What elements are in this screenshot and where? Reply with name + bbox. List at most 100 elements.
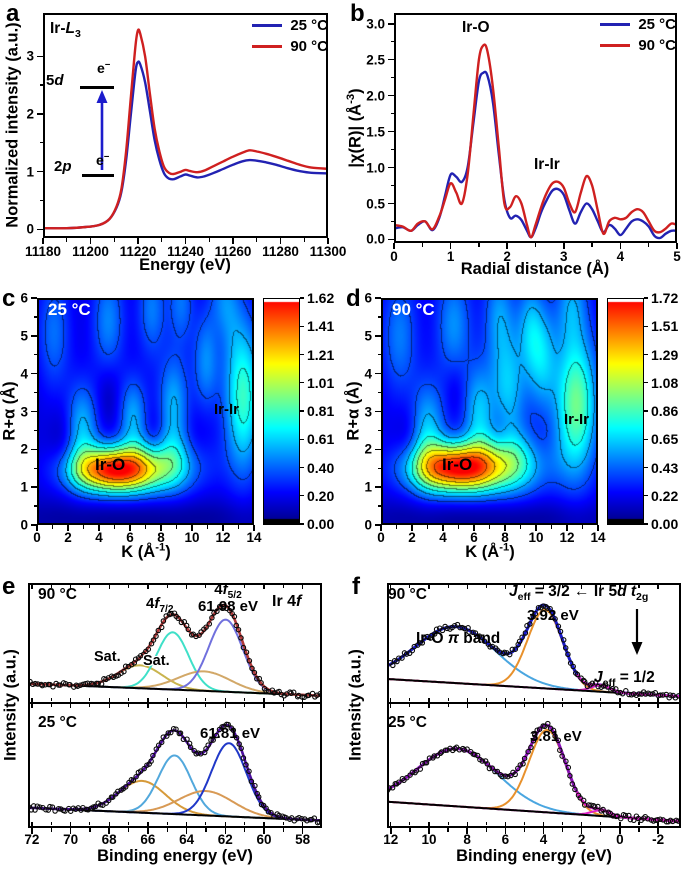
inner-minor-tick-mark <box>166 704 168 707</box>
inner-minor-tick-mark <box>128 822 130 825</box>
tick-mark <box>619 243 622 249</box>
data-point <box>552 733 558 739</box>
minor-tick-mark <box>33 391 37 394</box>
inner-minor-tick-mark <box>128 585 130 588</box>
inner-tick-mark <box>390 585 392 589</box>
y-tick-label: 2 <box>26 106 34 122</box>
minor-tick-mark <box>161 238 163 242</box>
inner-minor-tick-mark <box>244 698 246 701</box>
data-point <box>175 615 181 622</box>
inner-minor-tick-mark <box>50 698 52 701</box>
minor-tick-mark <box>534 243 537 247</box>
inner-minor-tick-mark <box>447 704 449 707</box>
inner-tick-mark <box>147 704 149 708</box>
data-point <box>389 785 396 791</box>
inner-minor-tick-mark <box>447 822 449 825</box>
data-point <box>57 806 64 812</box>
minor-tick-mark <box>127 828 130 832</box>
inner-tick-mark <box>657 698 659 702</box>
inner-minor-tick-mark <box>282 698 284 701</box>
data-point <box>404 774 410 781</box>
data-point <box>417 640 423 646</box>
data-point <box>657 816 663 823</box>
temperature-label: 25 °C <box>48 300 91 319</box>
y-axis-label: |χ(R)| (Å-3) <box>345 88 366 167</box>
inner-tick-mark <box>428 585 430 589</box>
tick-mark <box>449 243 452 249</box>
data-point <box>168 729 174 736</box>
data-point <box>32 807 38 813</box>
data-point <box>193 633 199 640</box>
data-point <box>233 735 240 741</box>
x-tick-label: 0 <box>33 530 41 545</box>
data-point <box>535 604 542 611</box>
x-tick-label: 60 <box>256 832 272 847</box>
data-point <box>184 736 190 742</box>
x-tick-label: 14 <box>590 530 606 545</box>
inner-minor-tick-mark <box>244 704 246 707</box>
legend-line-25c <box>600 22 631 27</box>
region-label-ir4f: Ir 4f <box>272 593 301 611</box>
colorbar-label: 0.81 <box>307 403 335 419</box>
pi-band-label: Ir-O π band <box>416 630 500 648</box>
tick-mark <box>31 486 37 488</box>
colorbar-label: 1.62 <box>307 290 335 306</box>
inner-minor-tick-mark <box>485 698 487 701</box>
y-axis-label: Intensity (a.u.) <box>1 649 20 761</box>
f72-num: 4 <box>146 595 155 612</box>
inner-minor-tick-mark <box>205 698 207 701</box>
inner-minor-tick-mark <box>409 704 411 707</box>
tick-mark <box>619 828 621 834</box>
data-point <box>133 773 139 780</box>
pi-symbol: π <box>447 630 459 647</box>
inner-tick-mark <box>619 704 621 708</box>
data-point <box>512 646 519 652</box>
data-point <box>421 634 427 640</box>
colorbar-label: 0.43 <box>651 459 679 476</box>
data-point <box>255 794 262 800</box>
data-point <box>614 689 621 696</box>
x-axis-label: K (Å-1) <box>121 542 170 562</box>
x-tick-label: 4 <box>539 832 548 847</box>
colorbar-canvas <box>607 298 644 525</box>
data-point <box>240 644 247 651</box>
data-point <box>543 603 549 610</box>
y-tick-label: 1 <box>26 164 34 180</box>
inner-tick-mark <box>542 585 545 589</box>
tick-mark <box>473 525 475 531</box>
minor-tick-mark <box>377 467 381 469</box>
data-point <box>254 676 260 682</box>
data-point <box>403 651 410 657</box>
data-point <box>178 619 185 626</box>
electron-label-bottom: e− <box>96 152 109 168</box>
inner-tick-mark <box>31 585 33 589</box>
legend-item-25c: 25 °C <box>252 17 328 34</box>
y-tick-label: 2.5 <box>366 52 385 68</box>
x-tick-label: 70 <box>63 832 79 847</box>
minor-tick-mark <box>243 828 246 832</box>
data-point <box>565 764 572 771</box>
data-point <box>278 691 285 698</box>
y-tick-label: 3 <box>20 404 28 419</box>
tick-mark <box>263 828 265 834</box>
data-point <box>557 747 563 753</box>
data-point <box>399 655 405 661</box>
inner-tick-mark <box>657 822 659 826</box>
minor-tick-mark <box>519 525 522 529</box>
y-tick-label: 0 <box>20 517 28 533</box>
minor-tick-mark <box>33 316 37 318</box>
jeff-J: J <box>509 583 518 600</box>
data-point <box>214 608 220 615</box>
inner-minor-tick-mark <box>562 698 564 701</box>
panel-letter-b: b <box>350 0 365 27</box>
data-point <box>595 803 601 810</box>
x-tick-label: 6 <box>126 530 134 545</box>
data-point <box>187 744 194 751</box>
data-point <box>225 721 231 728</box>
data-point <box>614 813 621 819</box>
xlab-K: K <box>465 543 478 561</box>
data-point <box>153 746 160 752</box>
minor-tick-mark <box>256 238 258 242</box>
x-tick-label: 2 <box>408 530 416 545</box>
tick-mark <box>108 828 110 834</box>
